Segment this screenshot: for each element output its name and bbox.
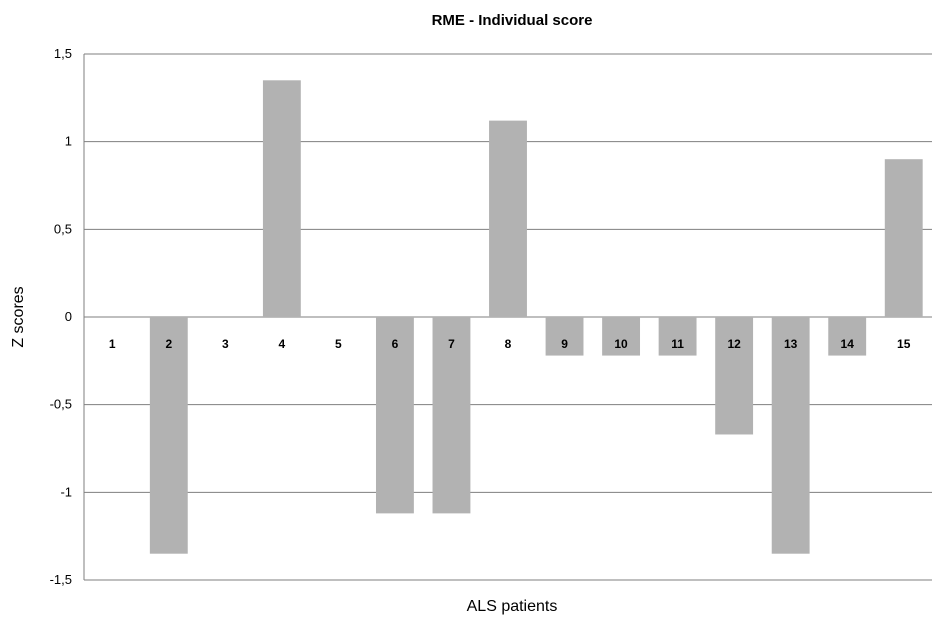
bar (262, 80, 301, 317)
bar (771, 317, 810, 554)
x-tick-label: 5 (335, 337, 342, 351)
chart-title: RME - Individual score (432, 12, 593, 29)
x-tick-label: 4 (279, 337, 286, 351)
x-tick-label: 14 (841, 337, 855, 351)
y-tick-label: 1,5 (54, 46, 72, 61)
bar (884, 159, 923, 317)
y-tick-label: 0,5 (54, 221, 72, 236)
y-tick-label: -0,5 (50, 397, 72, 412)
y-tick-label: 1 (65, 134, 72, 149)
x-tick-label: 3 (222, 337, 229, 351)
y-tick-labels: 1,5 1 0,5 0 -0,5 -1 -1,5 (50, 46, 72, 587)
bar (432, 317, 471, 514)
y-axis-label: Z scores (10, 286, 27, 347)
x-tick-label: 8 (505, 337, 512, 351)
x-tick-label: 11 (671, 337, 684, 351)
bar (375, 317, 414, 514)
x-tick-labels: 1 2 3 4 5 6 7 8 9 10 11 12 13 14 15 (109, 337, 911, 351)
x-tick-label: 10 (614, 337, 628, 351)
y-tick-label: -1,5 (50, 572, 72, 587)
x-tick-label: 7 (448, 337, 455, 351)
x-tick-label: 12 (727, 337, 741, 351)
y-tick-label: -1 (60, 484, 72, 499)
bar (715, 317, 754, 435)
x-tick-label: 6 (392, 337, 399, 351)
x-axis-label: ALS patients (467, 598, 558, 615)
bars (149, 80, 923, 554)
x-tick-label: 15 (897, 337, 911, 351)
bar (545, 317, 584, 356)
bar (658, 317, 697, 356)
y-tick-label: 0 (65, 309, 72, 324)
x-tick-label: 2 (165, 337, 172, 351)
bar (828, 317, 867, 356)
x-tick-label: 13 (784, 337, 798, 351)
bar (489, 120, 527, 317)
bar (602, 317, 641, 356)
x-tick-label: 1 (109, 337, 116, 351)
x-tick-label: 9 (561, 337, 568, 351)
bar (149, 317, 188, 554)
